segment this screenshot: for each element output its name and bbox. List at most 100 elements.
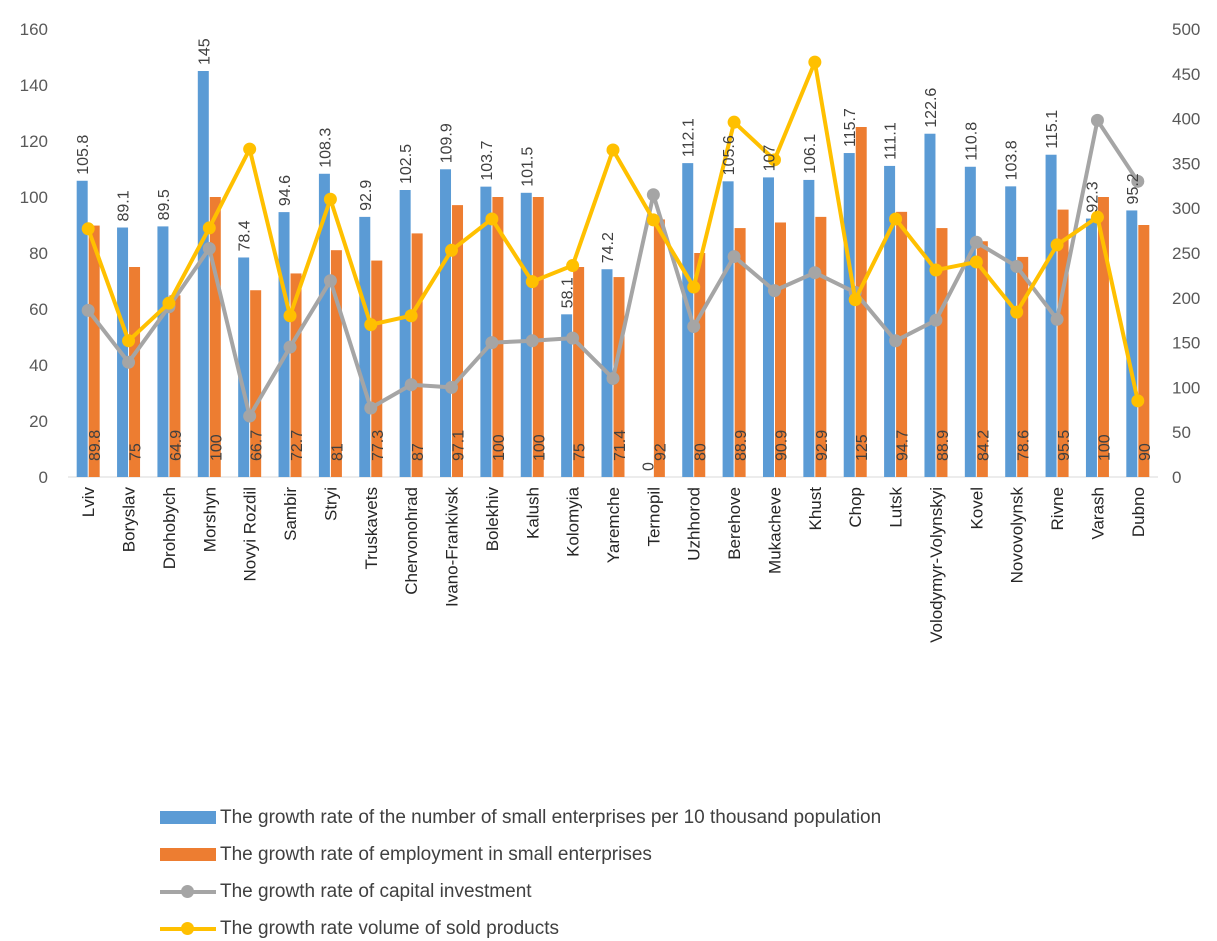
data-label-small-enterprises: 108.3: [317, 128, 334, 168]
data-label-small-enterprises: 115.1: [1044, 110, 1061, 149]
legend-label: The growth rate of employment in small e…: [220, 844, 652, 865]
legend-item-employment: The growth rate of employment in small e…: [160, 843, 652, 867]
legend-swatch-orange: [160, 848, 216, 862]
bar-employment: [694, 253, 706, 477]
sold-products-point: [929, 263, 943, 277]
bar-employment: [330, 250, 342, 477]
data-label-employment: 80: [693, 443, 710, 461]
left-tick-label: 160: [20, 20, 48, 39]
bar-employment: [734, 228, 746, 477]
category-label: Boryslav: [120, 487, 139, 553]
bar-employment: [452, 205, 464, 477]
capital-investment-point: [969, 235, 983, 249]
category-label: Novovolynsk: [1008, 487, 1027, 584]
left-tick-label: 120: [20, 132, 48, 151]
bar-employment: [774, 222, 786, 477]
data-label-small-enterprises: 92.9: [358, 180, 375, 211]
combo-chart: 0 20 40 60 80 100 120 140 160 0 50 100 150 200 250 300…: [20, 20, 1201, 643]
capital-investment-point: [202, 242, 216, 256]
category-label: Lutsk: [887, 487, 906, 528]
category-label: Kalush: [523, 487, 542, 539]
right-tick-label: 400: [1172, 110, 1200, 129]
series-small-enterprises-data-labels: 105.8 89.1 89.5 145 78.4 94.6 108.3 92.9 102.5 10…: [75, 38, 1142, 471]
bar-small-enterprises: [157, 226, 169, 477]
right-tick-label: 150: [1172, 334, 1200, 353]
sold-products-point: [243, 142, 257, 156]
sold-products-point: [606, 143, 620, 157]
bar-small-enterprises: [762, 177, 774, 477]
data-label-employment: 72.7: [289, 430, 306, 461]
data-label-employment: 81: [329, 443, 346, 461]
series-employment-bars: [88, 127, 1150, 477]
capital-investment-point: [81, 303, 95, 317]
sold-products-point: [646, 213, 660, 227]
sold-products-point: [889, 212, 903, 226]
bar-employment: [492, 197, 504, 477]
data-label-employment: 88.9: [935, 430, 952, 461]
sold-products-point: [364, 318, 378, 332]
data-label-employment: 88.9: [733, 430, 750, 461]
bar-employment: [573, 267, 585, 477]
bar-small-enterprises: [520, 192, 532, 478]
data-label-small-enterprises: 92.3: [1084, 181, 1101, 212]
sold-products-point: [404, 309, 418, 323]
data-label-employment: 75: [572, 443, 589, 461]
bar-employment: [250, 290, 262, 477]
bar-employment: [815, 216, 827, 477]
bar-employment: [209, 197, 221, 477]
legend-label: The growth rate volume of sold products: [220, 918, 560, 939]
capital-investment-point: [929, 313, 943, 327]
data-label-small-enterprises: 58.1: [560, 277, 577, 308]
category-label: Varash: [1088, 487, 1107, 540]
bar-employment: [976, 241, 988, 477]
category-label: Lviv: [79, 487, 98, 518]
data-label-small-enterprises: 115.7: [842, 108, 859, 147]
data-label-small-enterprises: 105.6: [721, 135, 738, 175]
sold-products-point: [283, 309, 297, 323]
capital-investment-point: [404, 378, 418, 392]
data-label-employment: 66.7: [249, 430, 266, 461]
left-tick-label: 140: [20, 76, 48, 95]
right-tick-label: 200: [1172, 289, 1200, 308]
capital-investment-point: [767, 284, 781, 298]
sold-products-point: [485, 212, 499, 226]
data-label-small-enterprises: 145: [196, 38, 213, 65]
data-label-small-enterprises: 112.1: [681, 118, 698, 157]
right-tick-label: 50: [1172, 423, 1191, 442]
bar-small-enterprises: [197, 71, 209, 477]
series-employment-data-labels: 89.8 75 64.9 100 66.7 72.7 81 77.3 87 97.1 100 100 7…: [87, 430, 1154, 461]
category-label: Chop: [846, 487, 865, 528]
bar-small-enterprises: [561, 314, 573, 477]
capital-investment-point: [122, 355, 136, 369]
sold-products-point: [1090, 210, 1104, 224]
category-label: Ternopil: [644, 487, 663, 547]
data-label-employment: 97.1: [451, 430, 468, 461]
data-label-employment: 92.9: [814, 430, 831, 461]
bar-small-enterprises: [238, 257, 250, 477]
data-label-small-enterprises: 111.1: [883, 122, 900, 160]
data-label-small-enterprises: 103.8: [1004, 140, 1021, 180]
bar-employment: [371, 260, 383, 477]
bar-small-enterprises: [803, 179, 815, 478]
bar-small-enterprises: [359, 216, 371, 477]
sold-products-point: [525, 275, 539, 289]
category-label: Rivne: [1048, 487, 1067, 530]
bar-small-enterprises: [843, 153, 855, 478]
category-label: Volodymyr-Volynskyi: [927, 487, 946, 643]
data-label-employment: 95.5: [1056, 430, 1073, 461]
category-label: Dubno: [1129, 487, 1148, 537]
capital-investment-point: [1010, 259, 1024, 273]
bar-small-enterprises: [318, 173, 330, 477]
bar-employment: [290, 273, 302, 477]
category-label: Ivano-Frankivsk: [443, 487, 462, 607]
right-y-axis: 0 50 100 150 200 250 300 350 400 450 500: [1172, 20, 1200, 487]
data-label-employment: 87: [410, 443, 427, 461]
bar-employment: [129, 267, 141, 477]
sold-products-point: [1050, 238, 1064, 252]
legend-label: The growth rate of the number of small e…: [220, 807, 882, 828]
right-tick-label: 100: [1172, 378, 1200, 397]
data-label-small-enterprises: 78.4: [237, 220, 254, 251]
left-tick-label: 40: [29, 356, 48, 375]
sold-products-point: [162, 296, 176, 310]
sold-products-point: [687, 280, 701, 294]
